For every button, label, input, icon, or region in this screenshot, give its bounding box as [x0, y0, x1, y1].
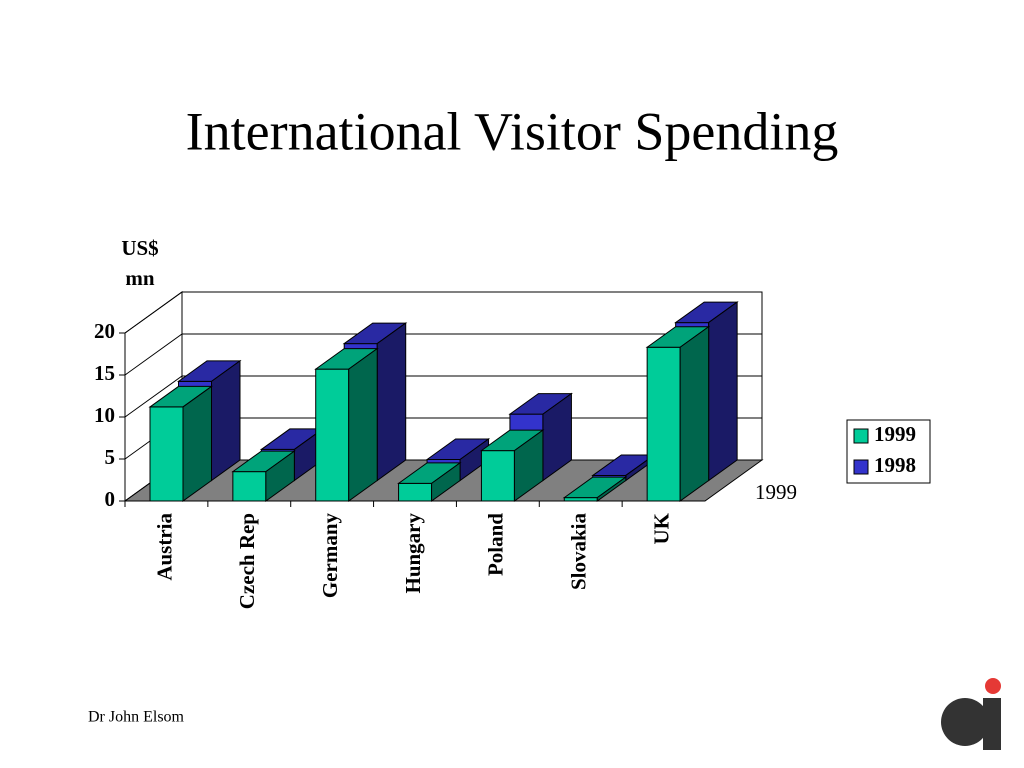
bar-side — [211, 359, 241, 482]
bar-side — [708, 301, 738, 482]
grid-line — [124, 291, 762, 334]
bar — [645, 325, 711, 502]
legend-swatch — [853, 459, 869, 475]
bar-front — [398, 482, 433, 502]
legend-label: 1998 — [874, 453, 916, 477]
bar — [148, 385, 214, 502]
bar-side — [513, 429, 544, 502]
grid-line — [124, 375, 762, 418]
x-tick-label: UK — [649, 512, 673, 544]
bar — [314, 347, 379, 502]
bar-front — [149, 406, 184, 502]
bar-side — [348, 347, 378, 502]
logo — [941, 678, 1001, 750]
x-tick-label: Austria — [152, 513, 176, 581]
bar-side — [376, 322, 407, 482]
bar-side — [679, 325, 710, 502]
x-tick-label: Hungary — [401, 513, 425, 594]
bar-front — [232, 471, 267, 502]
bar — [479, 429, 545, 502]
bar-front — [563, 497, 598, 502]
legend-swatch — [853, 428, 869, 444]
bar — [397, 461, 462, 502]
grid-line — [124, 333, 762, 376]
bar-side — [431, 461, 461, 502]
y-tick-label: 5 — [105, 445, 116, 469]
bar-front — [480, 450, 515, 502]
footer: Dr John Elsom — [88, 709, 185, 726]
chart-title: International Visitor Spending — [186, 101, 839, 161]
y-tick-label: 15 — [94, 361, 115, 385]
x-tick-label: Poland — [484, 513, 508, 576]
x-tick-label: Germany — [318, 513, 342, 599]
y-tick-label: 10 — [94, 403, 115, 427]
bar-side — [265, 450, 295, 502]
y-tick-label: 0 — [105, 487, 116, 511]
depth-label: 1999 — [755, 480, 797, 504]
bar — [231, 450, 296, 502]
bar-front — [315, 368, 350, 502]
x-tick-label: Slovakia — [567, 513, 591, 591]
y-tick-label: 20 — [94, 319, 115, 343]
bar-side — [596, 476, 627, 502]
bar-front — [646, 346, 681, 502]
legend-label: 1999 — [874, 422, 916, 446]
y-axis-label: US$ mn — [121, 236, 158, 290]
x-tick-label: Czech Rep — [235, 513, 259, 609]
bar — [562, 476, 628, 502]
bar-side — [182, 385, 212, 502]
